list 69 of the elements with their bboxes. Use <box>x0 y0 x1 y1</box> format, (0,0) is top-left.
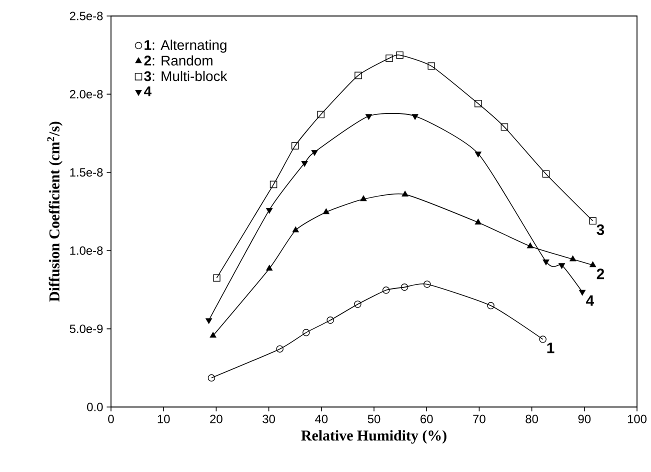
point <box>366 114 372 120</box>
x-tick-label: 100 <box>628 414 647 424</box>
point <box>302 328 310 336</box>
point <box>500 123 508 131</box>
point <box>589 217 596 225</box>
point <box>474 152 482 158</box>
x-tick-label: 80 <box>526 414 538 424</box>
point <box>354 72 362 80</box>
point <box>474 218 482 224</box>
point <box>354 300 362 308</box>
y-tick-label: 1.5e-8 <box>70 168 103 177</box>
y-tick-label: 2.0e-8 <box>70 90 103 98</box>
point <box>570 256 576 262</box>
x-axis-title: Relative Humidity (%) <box>301 430 446 444</box>
point <box>579 290 586 296</box>
point <box>382 286 390 294</box>
point <box>412 114 418 120</box>
point <box>542 260 550 266</box>
y-tick-label: 1.0e-8 <box>70 246 103 255</box>
point <box>527 242 534 248</box>
annotation: 4 <box>586 295 594 306</box>
point <box>266 264 273 271</box>
legend-label: 3: Multi-block <box>144 70 228 82</box>
x-tick-label: 30 <box>262 414 275 424</box>
x-tick-label: 0 <box>108 414 114 424</box>
y-tick-label: 0.0 <box>87 402 103 412</box>
point <box>590 262 596 268</box>
point <box>400 284 408 291</box>
annotation: 2 <box>596 268 604 280</box>
x-tick-label: 70 <box>473 414 486 424</box>
point <box>266 208 273 214</box>
point <box>558 263 565 269</box>
legend-label: 1: Alternating <box>144 40 226 53</box>
annotation: 1 <box>547 342 554 354</box>
point <box>326 316 334 324</box>
point <box>208 374 216 382</box>
point <box>428 62 435 70</box>
point <box>360 196 367 202</box>
point <box>402 190 408 196</box>
legend-label: 2: Random <box>144 55 212 66</box>
x-tick-label: 50 <box>368 414 380 424</box>
x-tick-label: 20 <box>210 414 222 424</box>
point <box>276 345 284 353</box>
legend-label: 4 <box>144 86 152 96</box>
point <box>386 54 393 62</box>
x-tick-label: 90 <box>578 414 591 424</box>
point <box>210 332 216 338</box>
point <box>206 318 212 324</box>
point <box>423 280 431 288</box>
x-tick-label: 60 <box>420 414 433 424</box>
point <box>487 302 494 310</box>
point <box>317 110 325 118</box>
x-tick-label: 10 <box>158 414 170 424</box>
y-axis-title: Diffusion Coefficient (cm$^{2}$/s) <box>47 122 62 302</box>
point <box>539 336 546 343</box>
point <box>474 100 482 108</box>
point <box>396 51 404 59</box>
point <box>542 170 550 178</box>
x-tick-label: 40 <box>315 414 328 424</box>
point <box>301 161 308 167</box>
point <box>270 180 278 188</box>
point <box>213 274 220 282</box>
y-tick-label: 5.0e-9 <box>70 324 103 334</box>
point <box>292 226 299 232</box>
point <box>311 150 318 156</box>
point <box>322 208 330 214</box>
point <box>291 142 299 150</box>
y-tick-label: 2.5e-8 <box>70 12 103 20</box>
annotation: 3 <box>596 224 604 236</box>
